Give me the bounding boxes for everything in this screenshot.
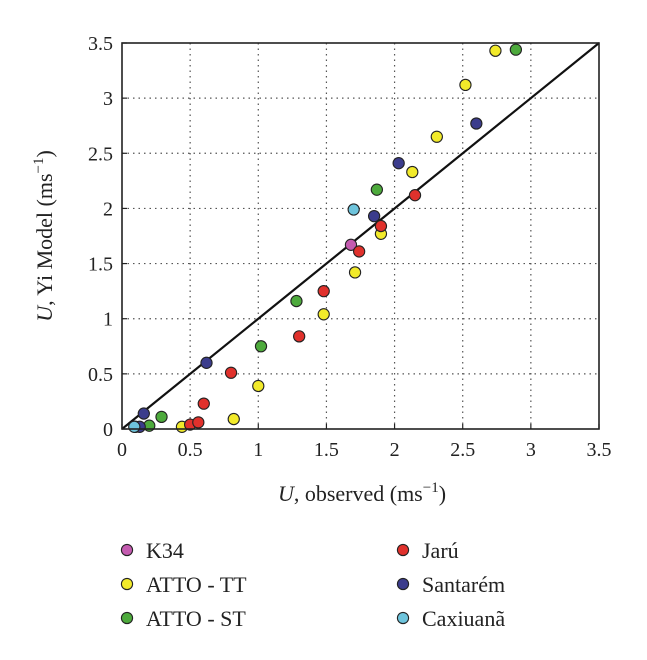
x-tick-label: 0 bbox=[117, 439, 127, 461]
y-axis-label-text: , Yi Model (ms bbox=[32, 173, 57, 305]
data-point bbox=[430, 130, 443, 143]
data-point bbox=[293, 330, 306, 343]
x-tick-label: 3.5 bbox=[587, 439, 612, 461]
data-point bbox=[200, 356, 213, 369]
y-tick-label: 3.5 bbox=[88, 33, 113, 55]
y-axis-label-close: ) bbox=[32, 150, 57, 157]
data-point bbox=[317, 308, 330, 321]
x-tick-label: 0.5 bbox=[178, 439, 203, 461]
data-point bbox=[408, 189, 422, 202]
data-point bbox=[192, 416, 205, 429]
legend-label: ATTO - ST bbox=[146, 606, 246, 631]
y-tick-label: 3 bbox=[103, 88, 113, 110]
y-axis-label: U, Yi Model (ms−1) bbox=[31, 150, 57, 322]
data-point bbox=[392, 157, 405, 170]
data-point bbox=[347, 203, 360, 216]
legend-label: ATTO - TT bbox=[146, 572, 247, 597]
data-point bbox=[348, 266, 362, 279]
data-point bbox=[509, 43, 523, 56]
legend-marker bbox=[396, 577, 410, 591]
reference-line-group bbox=[121, 42, 600, 430]
one-to-one-line bbox=[121, 42, 600, 430]
data-point bbox=[374, 219, 388, 233]
x-tick-label: 2 bbox=[390, 439, 400, 461]
data-point bbox=[470, 117, 483, 130]
data-point bbox=[459, 78, 472, 92]
data-point bbox=[128, 420, 141, 433]
y-axis-label-sup: −1 bbox=[31, 158, 47, 174]
x-tick-labels: 0 0.5 1 1.5 2 2.5 3 3.5 bbox=[117, 439, 612, 461]
legend: K34 ATTO - TT ATTO - ST Jarú Santarém Caxiuan… bbox=[120, 538, 505, 631]
data-point bbox=[370, 183, 384, 196]
data-point bbox=[406, 165, 419, 179]
plot-frame bbox=[121, 42, 600, 430]
legend-marker bbox=[396, 611, 410, 625]
data-point bbox=[317, 284, 330, 298]
legend-marker bbox=[120, 611, 134, 625]
legend-label: Jarú bbox=[422, 538, 459, 563]
data-point bbox=[290, 294, 303, 308]
y-tick-label: 0 bbox=[103, 419, 113, 441]
y-tick-label: 2.5 bbox=[88, 143, 113, 165]
legend-label: Santarém bbox=[422, 572, 505, 597]
data-point bbox=[344, 238, 358, 251]
x-tick-label: 1.5 bbox=[314, 439, 339, 461]
legend-marker bbox=[120, 543, 134, 557]
x-axis-label-close: ) bbox=[439, 481, 446, 506]
data-point bbox=[197, 397, 210, 410]
x-tick-label: 3 bbox=[526, 439, 536, 461]
y-tick-label: 0.5 bbox=[88, 364, 113, 386]
x-axis-label-sup: −1 bbox=[423, 480, 439, 496]
x-tick-label: 2.5 bbox=[450, 439, 475, 461]
data-point bbox=[352, 245, 366, 258]
x-axis-label-var: U bbox=[278, 481, 296, 506]
data-point bbox=[252, 379, 265, 393]
x-tick-label: 1 bbox=[253, 439, 263, 461]
y-tick-label: 1.5 bbox=[88, 254, 113, 276]
data-point bbox=[227, 412, 240, 426]
x-axis-label: U, observed (ms−1) bbox=[278, 480, 446, 506]
data-point bbox=[367, 209, 381, 223]
data-point bbox=[489, 44, 502, 57]
grid-lines bbox=[121, 42, 600, 430]
legend-label: Caxiuanã bbox=[422, 606, 505, 631]
data-point bbox=[224, 366, 238, 379]
data-point bbox=[137, 407, 150, 420]
data-point bbox=[254, 340, 268, 353]
y-axis-label-var: U bbox=[32, 304, 57, 322]
data-point bbox=[155, 410, 168, 424]
y-tick-label: 2 bbox=[103, 198, 113, 220]
legend-marker bbox=[120, 577, 134, 591]
x-axis-label-text: , observed (ms bbox=[294, 481, 423, 506]
legend-marker bbox=[396, 543, 410, 557]
legend-label: K34 bbox=[146, 538, 184, 563]
y-tick-label: 1 bbox=[103, 309, 113, 331]
y-tick-labels: 0 0.5 1 1.5 2 2.5 3 3.5 bbox=[88, 33, 113, 441]
